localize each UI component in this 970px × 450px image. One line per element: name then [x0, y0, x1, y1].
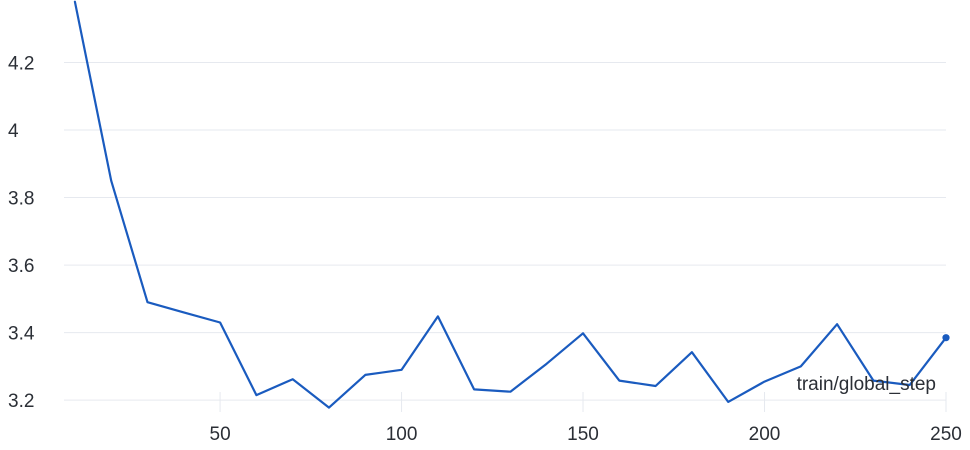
- tick-labels: 3.2 3.4 3.6 3.8 4 4.2 50 100 150 200 250: [8, 53, 962, 445]
- y-tick-label: 4: [8, 121, 19, 142]
- y-tick-label: 3.8: [8, 189, 34, 210]
- y-tick-label: 4.2: [8, 53, 34, 74]
- series-layer: [73, 0, 950, 409]
- x-tick-label: 50: [210, 424, 231, 445]
- y-tick-label: 3.6: [8, 256, 34, 277]
- x-tick-label: 250: [930, 424, 962, 445]
- y-tick-label: 3.2: [8, 391, 34, 412]
- x-axis-title: train/global_step: [797, 374, 936, 395]
- gridlines: [64, 61, 947, 412]
- x-tick-label: 150: [567, 424, 599, 445]
- x-tick-label: 200: [749, 424, 781, 445]
- x-tick-label: 100: [386, 424, 418, 445]
- y-tick-label: 3.4: [8, 324, 35, 345]
- series-line: [73, 0, 948, 409]
- last-point-marker[interactable]: [942, 334, 950, 342]
